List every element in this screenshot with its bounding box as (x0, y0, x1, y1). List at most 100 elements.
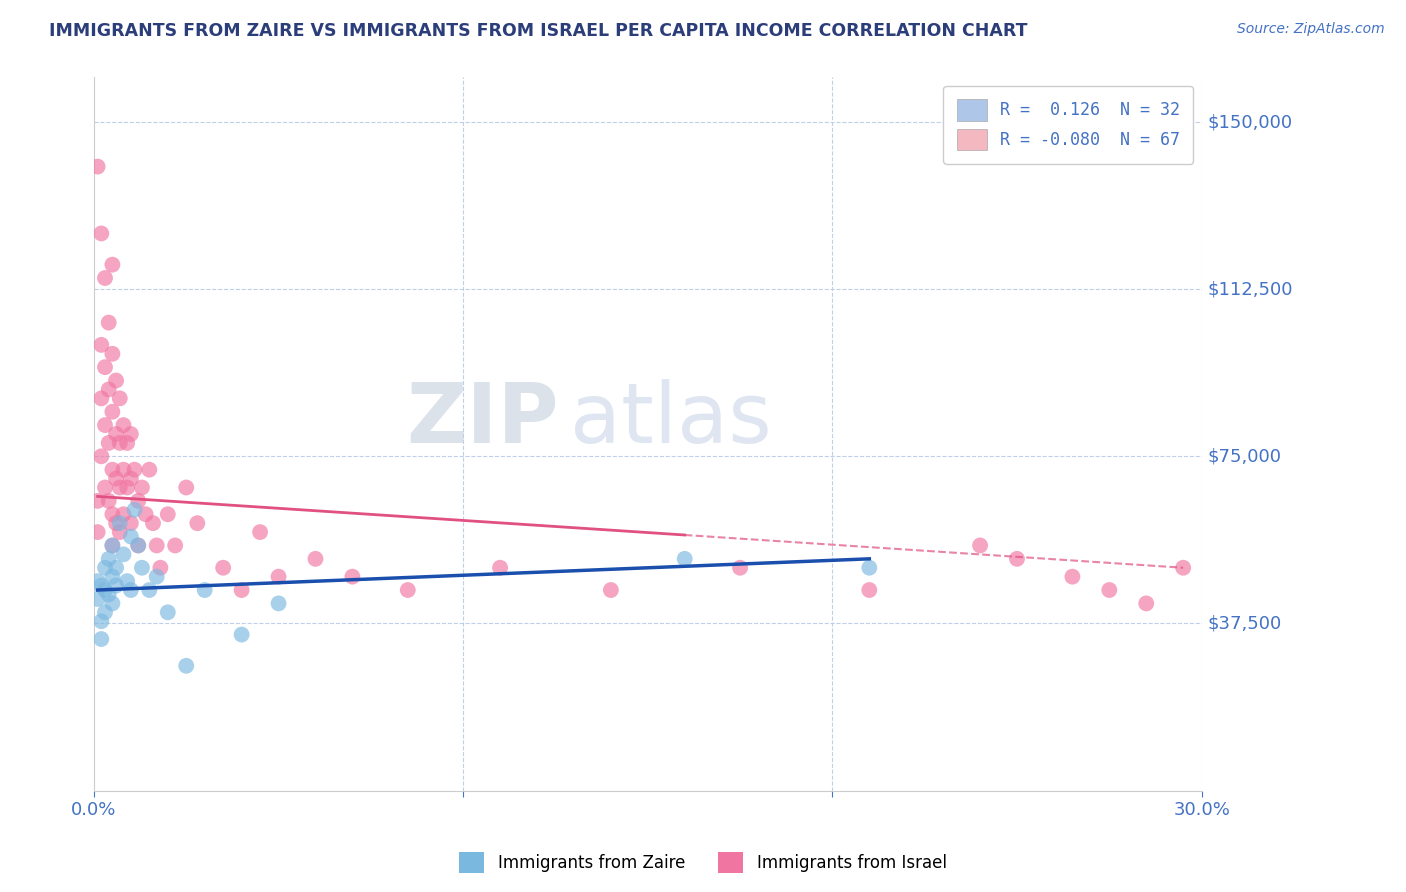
Point (131, 481, 153, 495)
Text: $150,000: $150,000 (1208, 113, 1292, 131)
Point (105, 427, 128, 442)
Point (105, 374, 128, 388)
Point (108, 392, 131, 406)
Point (120, 427, 142, 442)
Point (90, 450, 112, 464)
Point (165, 538, 187, 552)
Point (120, 582, 142, 597)
Point (1005, 551, 1028, 566)
Point (108, 516, 131, 531)
Point (105, 472, 128, 486)
Point (94, 418, 117, 433)
Point (105, 560, 128, 574)
Point (105, 578, 128, 592)
Point (156, 605, 179, 619)
Point (145, 569, 167, 583)
Point (342, 569, 364, 583)
Legend: Immigrants from Zaire, Immigrants from Israel: Immigrants from Zaire, Immigrants from I… (453, 846, 953, 880)
Point (174, 658, 197, 673)
Point (97, 587, 120, 601)
Point (138, 582, 160, 597)
Point (86, 160, 108, 174)
Legend: R =  0.126  N = 32, R = -0.080  N = 67: R = 0.126 N = 32, R = -0.080 N = 67 (943, 86, 1194, 163)
Point (115, 574, 138, 588)
Point (108, 525, 131, 540)
Point (156, 508, 179, 522)
Point (858, 582, 880, 597)
Point (124, 463, 146, 477)
Point (90, 338, 112, 352)
Point (138, 463, 160, 477)
Point (101, 258, 124, 272)
Point (115, 436, 138, 450)
Point (101, 538, 124, 552)
Point (108, 436, 131, 450)
Point (101, 508, 124, 522)
Text: $112,500: $112,500 (1208, 280, 1292, 298)
Point (101, 347, 124, 361)
Point (101, 538, 124, 552)
Point (94, 605, 117, 619)
Point (858, 560, 880, 574)
Point (97, 551, 120, 566)
Point (120, 516, 142, 531)
Point (120, 530, 142, 544)
Point (90, 392, 112, 406)
Point (94, 582, 117, 597)
Point (231, 582, 253, 597)
Text: $37,500: $37,500 (1208, 615, 1281, 632)
Point (115, 481, 138, 495)
Point (94, 481, 117, 495)
Point (120, 472, 142, 486)
Point (304, 551, 326, 566)
Text: ZIP: ZIP (406, 379, 560, 460)
Point (94, 560, 117, 574)
Point (127, 538, 149, 552)
Point (131, 560, 153, 574)
Point (101, 596, 124, 610)
Point (86, 591, 108, 606)
Point (86, 574, 108, 588)
Point (112, 463, 135, 477)
Point (101, 569, 124, 583)
Point (1062, 569, 1084, 583)
Point (112, 508, 135, 522)
Point (174, 481, 197, 495)
Point (135, 508, 157, 522)
Point (1173, 560, 1195, 574)
Point (599, 582, 621, 597)
Point (212, 560, 235, 574)
Point (267, 596, 290, 610)
Point (194, 582, 217, 597)
Point (124, 503, 146, 517)
Point (112, 547, 135, 561)
Point (90, 227, 112, 241)
Point (267, 569, 290, 583)
Point (90, 614, 112, 628)
Point (105, 516, 128, 531)
Point (97, 494, 120, 508)
Point (101, 405, 124, 419)
Point (396, 582, 419, 597)
Point (231, 627, 253, 641)
Point (1135, 596, 1157, 610)
Point (969, 538, 991, 552)
Point (142, 516, 165, 531)
Point (249, 525, 271, 540)
Point (90, 578, 112, 592)
Point (90, 632, 112, 646)
Point (728, 560, 751, 574)
Text: atlas: atlas (571, 379, 772, 460)
Point (186, 516, 208, 531)
Point (94, 360, 117, 375)
Point (112, 418, 135, 433)
Point (145, 538, 167, 552)
Point (127, 494, 149, 508)
Point (86, 494, 108, 508)
Point (1098, 582, 1121, 597)
Point (97, 316, 120, 330)
Point (108, 481, 131, 495)
Point (673, 551, 696, 566)
Point (101, 463, 124, 477)
Point (127, 538, 149, 552)
